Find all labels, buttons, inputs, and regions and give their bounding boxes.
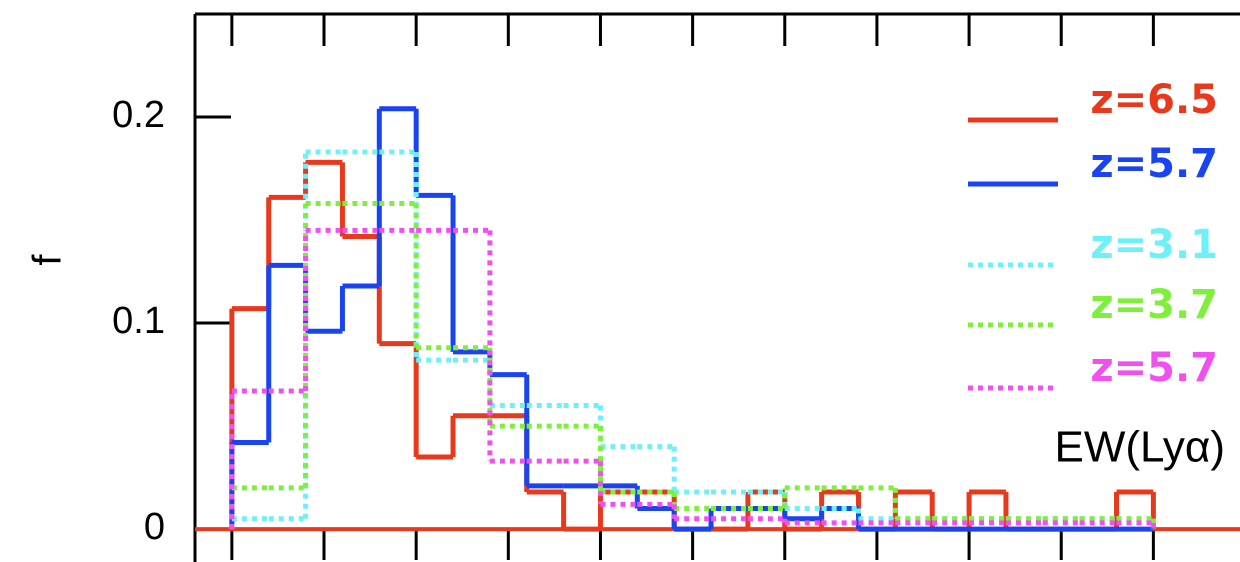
legend-label: z=5.7 xyxy=(1090,345,1218,391)
legend-label: z=6.5 xyxy=(1090,77,1218,123)
chart: f EW(Lyα) 0 0.1 0.2 z=6.5 z=5.7 z=3.1 z=3.7 z=5… xyxy=(0,0,1240,562)
y-axis-label: f xyxy=(26,254,70,266)
y-tick-label: 0.1 xyxy=(112,300,165,342)
page: {"chart_data": {"type": "histogram", "yl… xyxy=(0,0,1240,562)
y-tick-label: 0.2 xyxy=(112,94,165,136)
legend-label: z=3.7 xyxy=(1090,282,1218,328)
x-axis-label: EW(Lyα) xyxy=(1055,423,1225,472)
legend-label: z=3.1 xyxy=(1090,222,1218,268)
y-tick-label: 0 xyxy=(144,506,165,548)
legend-label: z=5.7 xyxy=(1090,141,1218,187)
